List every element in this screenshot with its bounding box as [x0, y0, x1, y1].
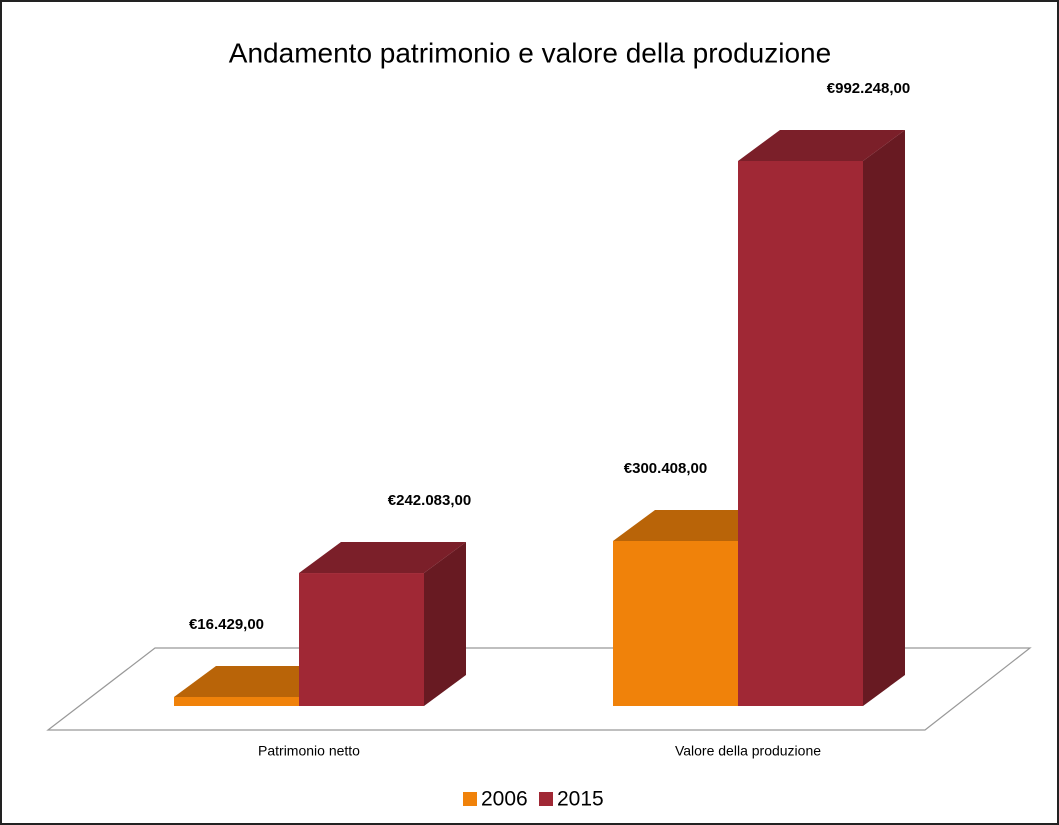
bar	[613, 540, 738, 706]
legend-swatch	[539, 792, 553, 806]
data-label: €300.408,00	[624, 460, 707, 477]
legend-label: 2015	[557, 788, 604, 811]
bar-top	[299, 542, 466, 574]
legend-label: 2006	[481, 788, 528, 811]
data-label: €992.248,00	[827, 80, 910, 97]
bar-top	[738, 130, 905, 161]
bar	[738, 161, 863, 706]
bar	[299, 573, 424, 706]
legend-swatch	[463, 792, 477, 806]
x-tick-label: Patrimonio netto	[258, 743, 360, 759]
data-label: €242.083,00	[388, 492, 471, 509]
chart-title: Andamento patrimonio e valore della prod…	[229, 37, 831, 68]
x-tick-label: Valore della produzione	[675, 743, 821, 759]
data-label: €16.429,00	[189, 616, 264, 633]
bar	[174, 696, 299, 706]
bar-side	[863, 130, 905, 706]
bar-side	[424, 542, 466, 706]
